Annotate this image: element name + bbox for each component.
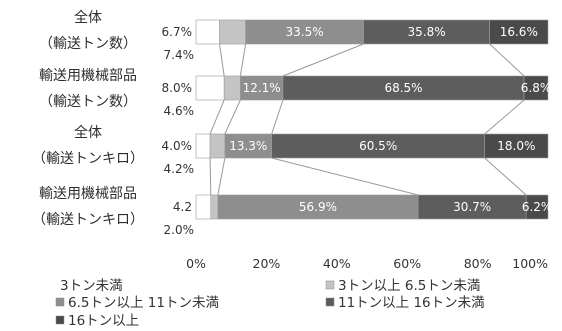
- bar-segment: [209, 133, 226, 159]
- bar-segment: [271, 133, 485, 159]
- bar-segment: [282, 75, 525, 101]
- bar-segment: [195, 75, 225, 101]
- data-label: 8.0%: [162, 81, 193, 95]
- connector-line: [209, 99, 225, 135]
- bar-segment: [523, 75, 549, 101]
- x-tick-label: 40%: [323, 256, 351, 271]
- data-label: 33.5%: [286, 25, 324, 39]
- connector-line: [217, 157, 226, 196]
- legend-label: 11トン以上 16トン未満: [338, 295, 485, 311]
- category-label: 全体: [74, 124, 102, 141]
- data-label: 4.6%: [164, 104, 195, 118]
- bar-segment: [195, 19, 220, 45]
- connector-line: [271, 157, 419, 196]
- bar-segment: [224, 133, 272, 159]
- category-label: 輸送用機械部品: [39, 186, 137, 202]
- connector-line: [209, 157, 212, 196]
- legend-label: 16トン以上: [68, 313, 139, 329]
- legend-marker: [55, 297, 65, 307]
- legend-marker: [325, 280, 335, 290]
- bar-segment: [525, 194, 549, 220]
- bar-segment: [195, 194, 212, 220]
- bar-segment: [219, 19, 246, 45]
- category-label: （輸送トンキロ）: [32, 151, 144, 167]
- bar-segment: [484, 133, 549, 159]
- data-label: 68.5%: [384, 81, 422, 95]
- data-label: 4.2: [173, 200, 192, 214]
- data-label: 6.8%: [521, 81, 552, 95]
- x-tick-label: 60%: [393, 256, 421, 271]
- data-label: 2.0%: [164, 223, 195, 237]
- connector-line: [489, 43, 525, 77]
- legend-marker: [55, 315, 65, 325]
- bar-segment: [223, 75, 241, 101]
- connector-line: [282, 43, 364, 77]
- bar-segment: [195, 133, 211, 159]
- legend-label: 6.5トン以上 11トン未満: [68, 295, 219, 311]
- data-label: 7.4%: [164, 48, 195, 62]
- data-label: 4.0%: [162, 139, 193, 153]
- connector-line: [239, 43, 247, 77]
- bar-segment: [363, 19, 490, 45]
- bar-segment: [417, 194, 527, 220]
- data-label: 30.7%: [453, 200, 491, 214]
- legend-label: 3トン以上 6.5トン未満: [338, 278, 480, 294]
- bar-segment: [245, 19, 364, 45]
- data-label: 16.6%: [500, 25, 538, 39]
- data-label: 6.7%: [162, 25, 193, 39]
- data-label: 6.2%: [522, 200, 553, 214]
- data-label: 60.5%: [359, 139, 397, 153]
- category-label: （輸送トン数）: [39, 94, 137, 110]
- category-label: （輸送トン数）: [39, 36, 137, 52]
- data-label: 12.1%: [243, 81, 281, 95]
- legend-marker: [325, 297, 335, 307]
- category-label: 全体: [74, 9, 102, 26]
- bar-segment: [210, 194, 219, 220]
- category-label: （輸送トンキロ）: [32, 212, 144, 228]
- category-label: 輸送用機械部品: [39, 68, 137, 84]
- data-label: 13.3%: [229, 139, 267, 153]
- x-tick-label: 0%: [186, 256, 206, 271]
- connector-line: [484, 99, 525, 135]
- bar-segment: [489, 19, 549, 45]
- bar-segment: [217, 194, 419, 220]
- connector-line: [224, 99, 241, 135]
- data-label: 35.8%: [407, 25, 445, 39]
- connector-line: [271, 99, 284, 135]
- x-tick-label: 100%: [512, 256, 548, 271]
- data-label: 56.9%: [299, 200, 337, 214]
- x-tick-label: 20%: [253, 256, 281, 271]
- data-label: 18.0%: [497, 139, 535, 153]
- legend-label: 3トン未満: [60, 278, 123, 294]
- connector-line: [219, 43, 225, 77]
- x-tick-label: 80%: [464, 256, 492, 271]
- data-label: 4.2%: [164, 162, 195, 176]
- connector-line: [484, 157, 527, 196]
